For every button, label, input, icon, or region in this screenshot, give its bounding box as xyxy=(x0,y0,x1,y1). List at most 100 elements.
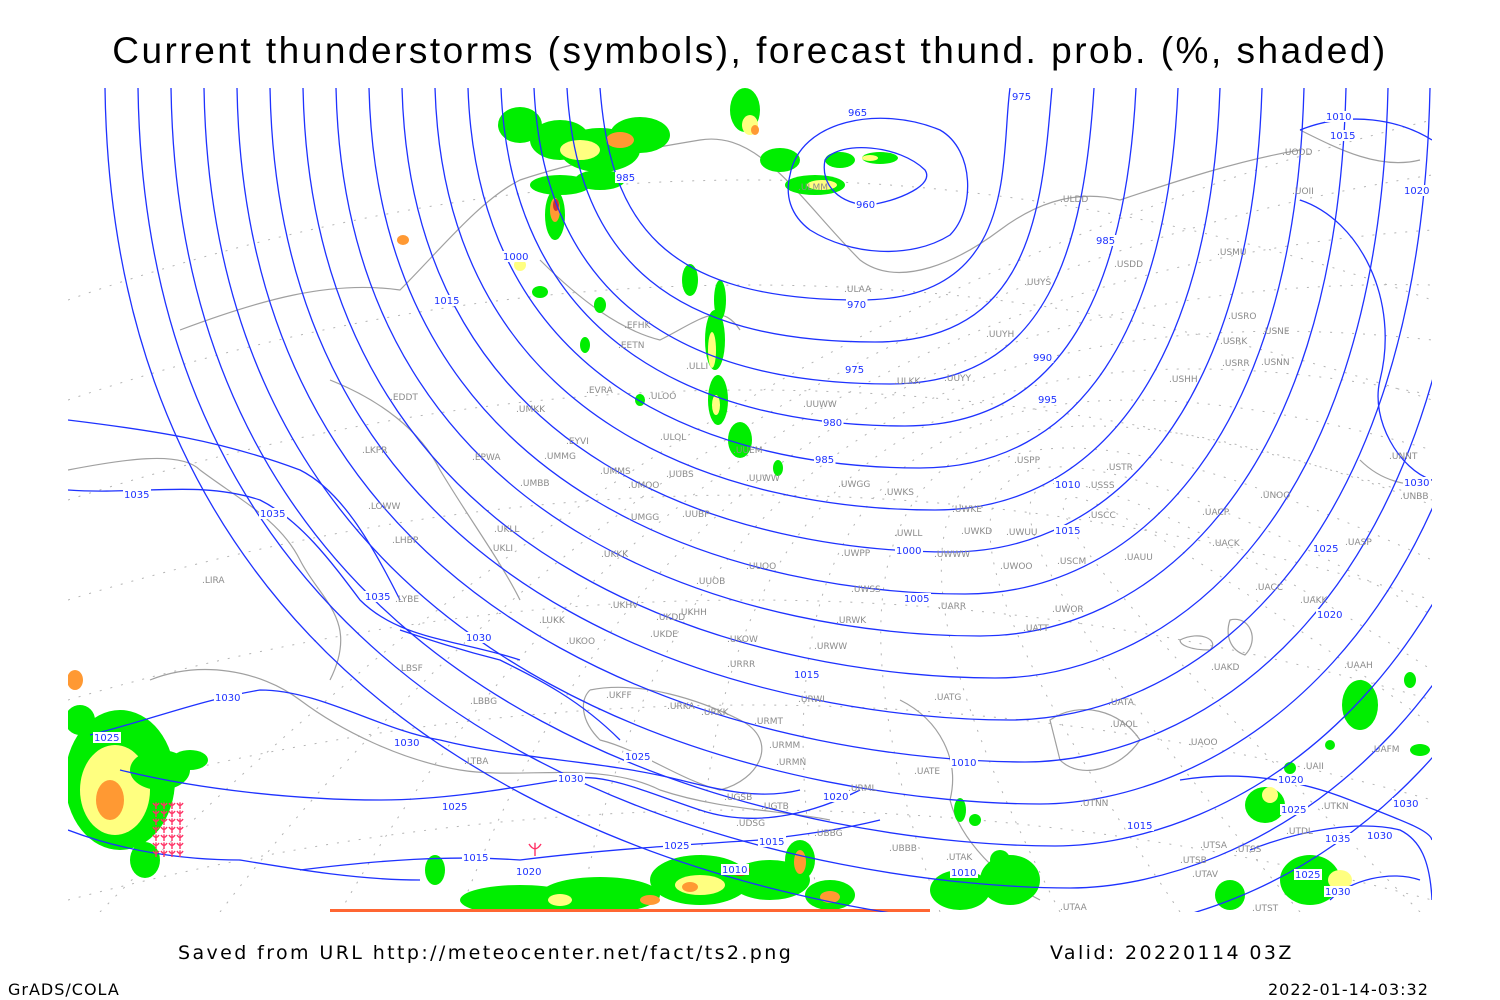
isobar-label-bg xyxy=(502,251,530,262)
isobar-label-bg xyxy=(1316,609,1344,620)
isobar xyxy=(269,88,1431,721)
thunderstorm-symbol xyxy=(152,850,160,857)
isobar-label-bg xyxy=(814,454,836,465)
isobar xyxy=(68,829,421,881)
isobar-label: 1030 xyxy=(1325,887,1350,898)
probability-area xyxy=(1404,672,1416,688)
station-label: .UGSB xyxy=(724,793,752,803)
isobar xyxy=(823,147,928,206)
station-label: .UUBS xyxy=(666,470,694,480)
isobar-label-bg xyxy=(847,107,869,118)
isobar-label-bg xyxy=(93,732,121,743)
station-label: .UKLI xyxy=(490,544,513,554)
isobar-label: 975 xyxy=(1012,92,1031,103)
probability-area xyxy=(1262,787,1278,803)
map-title: Current thunderstorms (symbols), forecas… xyxy=(112,30,1388,71)
grid-line xyxy=(68,599,1432,701)
station-label: .UKKK xyxy=(601,550,629,560)
isobar-label: 1035 xyxy=(1325,834,1350,845)
station-label: .UARR xyxy=(938,602,966,612)
isobar-label: 975 xyxy=(845,365,864,376)
station-label: .UGTB xyxy=(761,802,789,812)
station-label: .UWKE xyxy=(952,505,982,515)
isobar-label-bg xyxy=(663,840,691,851)
thunderstorm-symbol xyxy=(152,842,160,849)
thunderstorm-symbol xyxy=(160,802,168,809)
station-label: .USPP xyxy=(1014,456,1041,466)
isobar-label-bg xyxy=(1392,798,1420,809)
coastline xyxy=(329,379,521,601)
isobar-label: 1015 xyxy=(1127,821,1152,832)
isobar-label: 1025 xyxy=(1295,870,1320,881)
station-label: .UUEM xyxy=(733,446,763,456)
station-label: .URML xyxy=(848,784,876,794)
isobar-label: 1015 xyxy=(1330,131,1355,142)
station-label: .URRR xyxy=(727,660,755,670)
station-label: .UNOO xyxy=(1260,491,1290,501)
isobar-label: 1025 xyxy=(442,802,467,813)
software-credit: GrADS/COLA xyxy=(8,980,120,999)
station-label: .UWSS xyxy=(851,585,881,595)
station-label: .UUBP xyxy=(682,510,710,520)
thunderstorm-symbol xyxy=(176,850,184,857)
coastline xyxy=(179,138,1301,331)
probability-area xyxy=(820,891,840,903)
thunderstorm-symbol xyxy=(168,826,176,833)
probability-area xyxy=(1215,880,1245,910)
probability-area xyxy=(760,148,800,172)
isobar-label-bg xyxy=(822,417,844,428)
render-timestamp: 2022-01-14-03:32 xyxy=(1268,980,1429,999)
isobar-label-bg xyxy=(1037,394,1059,405)
station-label: .ULOO xyxy=(648,392,676,402)
station-label: .UUOO xyxy=(746,562,776,572)
station-label: .USRR xyxy=(1222,359,1250,369)
isobar-label-bg xyxy=(950,867,978,878)
station-label: .UAFM xyxy=(1371,745,1400,755)
station-label: .UACC xyxy=(1255,583,1283,593)
station-label: .UODD xyxy=(1282,148,1312,158)
thunderstorm-symbol xyxy=(152,818,160,825)
isobar-label: 960 xyxy=(856,200,875,211)
station-label: .UTKN xyxy=(1321,802,1349,812)
station-label: .UKDE xyxy=(650,630,678,640)
isobar xyxy=(203,88,1432,805)
coastline xyxy=(582,686,763,791)
isobar xyxy=(104,88,1432,912)
grid-line xyxy=(99,119,1432,912)
station-label: .UMBB xyxy=(520,479,550,489)
isobar-label-bg xyxy=(465,632,493,643)
station-label: .UTSA xyxy=(1200,841,1228,851)
isobar-label: 980 xyxy=(823,418,842,429)
isobars xyxy=(68,88,1432,912)
probability-area xyxy=(498,107,542,143)
isobar-label: 1025 xyxy=(1281,805,1306,816)
station-label: .UBBB xyxy=(889,844,917,854)
coastline xyxy=(1049,709,1141,771)
isobar-label-bg xyxy=(758,836,786,847)
probability-area xyxy=(954,798,966,822)
isobar xyxy=(368,88,1305,595)
probability-area xyxy=(1342,680,1378,730)
probability-area xyxy=(172,750,208,770)
station-label: .ULDD xyxy=(1060,195,1088,205)
probability-area xyxy=(714,280,726,320)
station-label: .URMM xyxy=(769,741,800,751)
isobar-label-bg xyxy=(259,508,287,519)
isobar-label: 1015 xyxy=(794,670,819,681)
station-label: .UUYH xyxy=(986,330,1014,340)
isobar xyxy=(68,419,401,601)
probability-area xyxy=(96,780,124,820)
station-label: .URWW xyxy=(814,642,847,652)
isobar-label: 1010 xyxy=(1055,480,1080,491)
isobar-label-bg xyxy=(515,866,543,877)
isobar-labels: 975 965 960 985 1000 1015 970 975 980 985 990 995 10… xyxy=(93,91,1431,898)
thunderstorm-symbol xyxy=(168,818,176,825)
station-label: .LYBE xyxy=(395,595,419,605)
probability-area xyxy=(425,855,445,885)
station-labels: .EFHK .EETN .EVRA .ULLI .ULOO .ULOL .EYVI .UMMG… xyxy=(202,148,1429,914)
isobar-label-bg xyxy=(1011,91,1033,102)
isobar xyxy=(299,819,881,871)
isobar-label: 1030 xyxy=(1404,478,1429,489)
thunderstorm-probability-shading xyxy=(68,88,1430,912)
station-label: .UTSB xyxy=(1180,856,1207,866)
